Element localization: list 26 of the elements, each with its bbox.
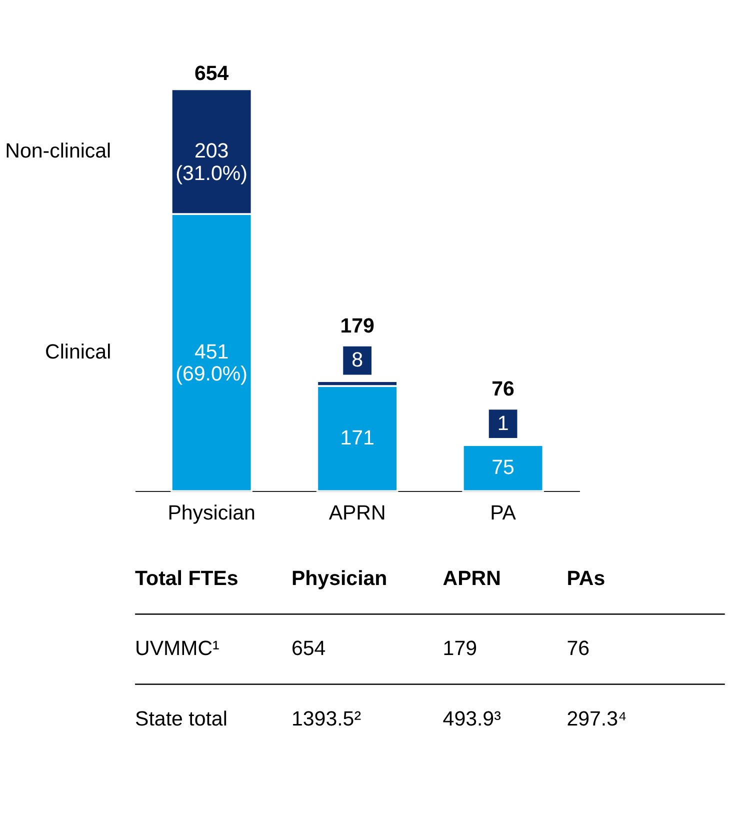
text: UVMMC¹ — [135, 637, 220, 660]
data-label: 171 — [340, 426, 374, 450]
text: PAs — [566, 567, 606, 590]
total-label: 76 — [492, 378, 514, 401]
x-tick-label: Physician — [168, 502, 256, 525]
data-label: 8 — [352, 348, 364, 372]
data-label: 1 — [497, 412, 509, 435]
text: Physician — [291, 567, 388, 590]
x-tick-label: APRN — [328, 502, 386, 525]
text: Non-clinical — [5, 140, 112, 163]
text: APRN — [442, 567, 501, 590]
x-tick-label: PA — [490, 502, 516, 525]
text: 493.9³ — [442, 707, 502, 730]
data-label: 451 (69.0%) — [176, 340, 248, 386]
text: State total — [135, 707, 228, 730]
data-label: 75 — [492, 456, 514, 480]
total-label: 179 — [340, 314, 374, 338]
text: Total FTEs — [135, 567, 238, 590]
text: 179 — [442, 637, 478, 660]
text: 654 — [291, 637, 326, 660]
data-label: 203 (31.0%) — [176, 140, 248, 185]
text: Clinical — [45, 340, 112, 364]
total-label: 654 — [194, 62, 230, 85]
text: 297.3⁴ — [566, 707, 627, 730]
text: 76 — [566, 637, 590, 660]
text: 1393.5² — [291, 707, 362, 730]
